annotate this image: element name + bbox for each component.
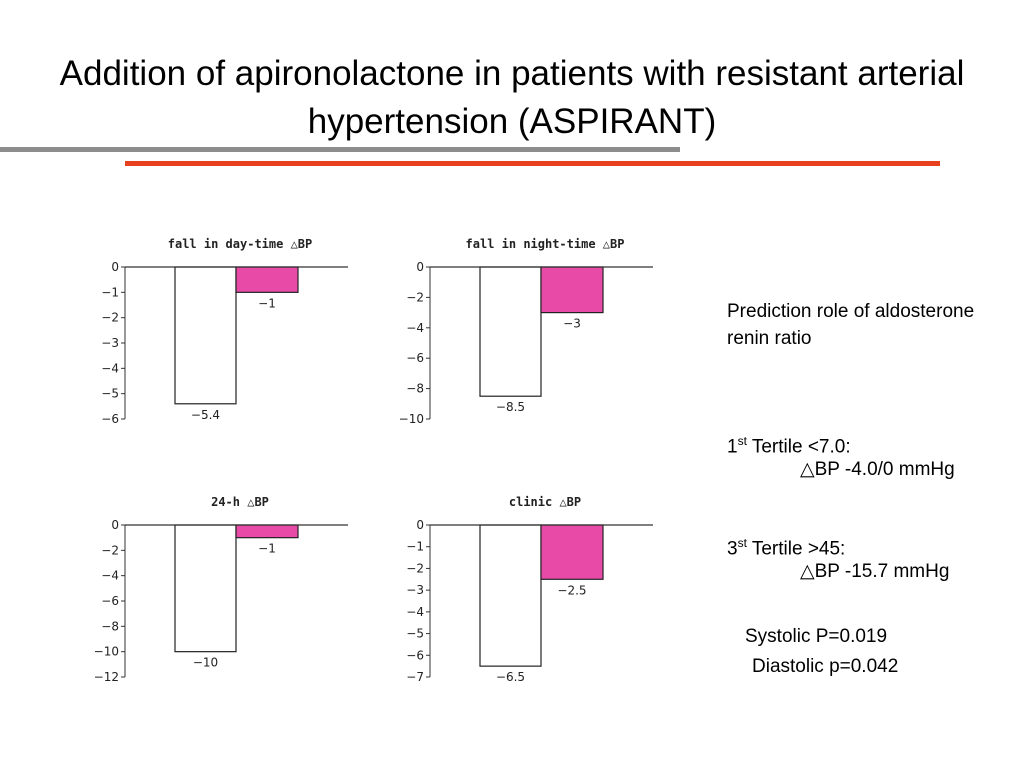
- prediction-heading: Prediction role of aldosterone renin rat…: [727, 301, 975, 349]
- y-tick-label: −3: [101, 336, 119, 350]
- bar-spironolactone: [235, 266, 299, 293]
- y-tick-label: −2: [406, 290, 424, 304]
- y-tick-label: −2: [101, 543, 119, 557]
- y-tick-label: 0: [416, 260, 424, 274]
- data-label: −1: [258, 542, 276, 556]
- slide-title: Addition of apironolactone in patients w…: [59, 54, 965, 141]
- y-tick-label: −10: [94, 645, 119, 659]
- data-label: −2.5: [557, 583, 586, 597]
- tertile1-ordinal: 1: [727, 436, 738, 458]
- y-tick-label: −6: [406, 648, 424, 662]
- y-tick-label: −4: [101, 569, 119, 583]
- data-label: −6.5: [496, 670, 525, 684]
- tertile3-suffix: st: [737, 536, 747, 550]
- chart-night-time: fall in night-time △BP 0 −2 −4 −6 −8 −10 −8.5 −3: [399, 237, 653, 426]
- chart-title: fall in night-time △BP: [466, 237, 625, 251]
- bar-spironolactone: [540, 524, 604, 580]
- tertile3-value: △BP -15.7 mmHg: [800, 561, 950, 582]
- tertile1-suffix: st: [737, 434, 747, 448]
- y-tick-label: −5: [101, 387, 119, 401]
- bar-control: [479, 524, 542, 667]
- bar-spironolactone: [235, 524, 299, 539]
- bar-control: [174, 524, 237, 653]
- data-label: −10: [193, 656, 218, 670]
- chart-clinic: clinic △BP 0 −1 −2 −3 −4 −5 −6 −7 −6.5 −2.5: [406, 495, 653, 684]
- chart-title: fall in day-time △BP: [168, 237, 313, 251]
- data-label: −8.5: [496, 400, 525, 414]
- tertile1-value: △BP -4.0/0 mmHg: [800, 459, 955, 480]
- y-tick-label: −4: [101, 361, 119, 375]
- diastolic-p-value: Diastolic p=0.042: [752, 656, 899, 677]
- y-tick-label: −5: [406, 627, 424, 641]
- systolic-p-value: Systolic P=0.019: [745, 626, 888, 647]
- y-tick-label: −7: [406, 670, 424, 684]
- data-label: −3: [563, 317, 581, 331]
- bar-control: [174, 266, 237, 405]
- data-label: −1: [258, 296, 276, 310]
- tertile1-label: 1st Tertile <7.0:: [727, 428, 851, 460]
- y-tick-label: 0: [111, 260, 119, 274]
- y-tick-label: −8: [101, 619, 119, 633]
- tertile3-text: Tertile >45:: [746, 538, 846, 560]
- y-tick-label: −3: [406, 583, 424, 597]
- y-tick-label: 0: [416, 518, 424, 532]
- title-underline-gray: [0, 147, 680, 152]
- y-tick-label: −2: [406, 561, 424, 575]
- y-tick-label: −10: [399, 412, 424, 426]
- bar-spironolactone: [540, 266, 604, 314]
- tertile1-text: Tertile <7.0:: [746, 436, 851, 458]
- chart-day-time: fall in day-time △BP 0 −1 −2 −3 −4 −5 −6 −5.4 −1: [101, 237, 348, 426]
- y-tick-label: −12: [94, 670, 119, 684]
- y-tick-label: −4: [406, 605, 424, 619]
- chart-title: 24-h △BP: [211, 495, 269, 509]
- y-tick-label: −1: [406, 540, 424, 554]
- y-tick-label: −6: [406, 351, 424, 365]
- tertile3-ordinal: 3: [727, 538, 738, 560]
- tertile3-label: 3st Tertile >45:: [727, 530, 845, 562]
- title-underline-red: [125, 161, 940, 166]
- chart-24h: 24-h △BP 0 −2 −4 −6 −8 −10 −12 −10 −1: [94, 495, 348, 684]
- chart-title: clinic △BP: [509, 495, 581, 509]
- y-tick-label: −6: [101, 412, 119, 426]
- data-label: −5.4: [191, 408, 220, 422]
- y-tick-label: −8: [406, 382, 424, 396]
- y-tick-label: 0: [111, 518, 119, 532]
- y-tick-label: −6: [101, 594, 119, 608]
- y-tick-label: −1: [101, 285, 119, 299]
- y-tick-label: −4: [406, 321, 424, 335]
- y-tick-label: −2: [101, 311, 119, 325]
- bar-control: [479, 266, 542, 397]
